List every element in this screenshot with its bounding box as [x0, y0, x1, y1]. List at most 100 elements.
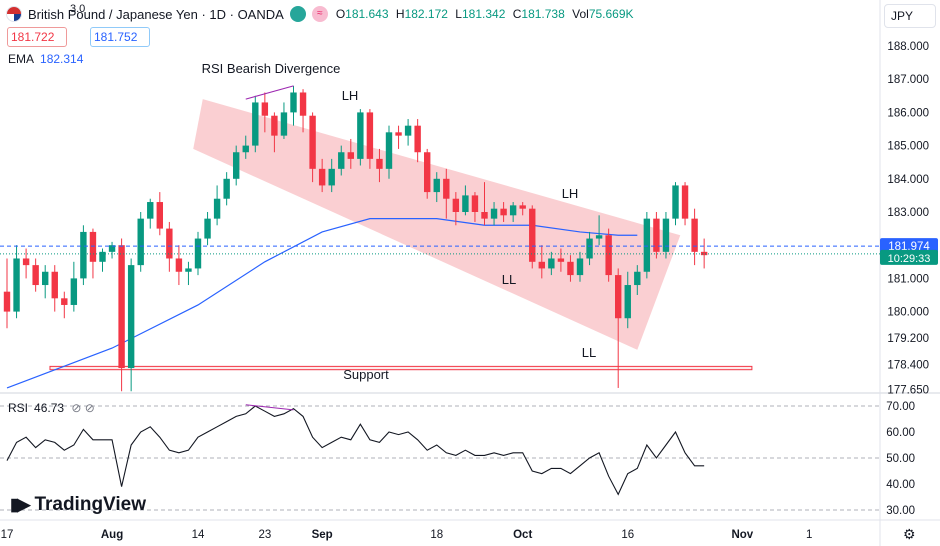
candle-body [557, 258, 565, 262]
y-tick-label: 181.000 [887, 273, 929, 285]
x-tick-label: Nov [731, 529, 753, 541]
y-tick-label: 183.000 [887, 207, 929, 219]
candle-body [500, 208, 507, 216]
candle-body [233, 152, 240, 179]
currency-selector[interactable]: JPY [884, 4, 936, 28]
candle-body [156, 202, 163, 229]
candle-body [118, 245, 125, 369]
y-tick-label: 184.000 [887, 174, 929, 186]
y-tick-label: 179.200 [887, 333, 929, 345]
candle-body [624, 285, 631, 319]
rsi-tick-label: 30.00 [886, 505, 915, 517]
candle-body [586, 238, 593, 259]
candle-body [385, 132, 393, 169]
rsi-tick-label: 50.00 [886, 453, 915, 465]
candle-body [615, 275, 622, 319]
support-label: Support [343, 367, 389, 382]
candle-body [252, 102, 259, 146]
ema-legend[interactable]: EMA 182.314 [8, 52, 83, 66]
candle-body [290, 92, 297, 113]
candle-body [538, 261, 545, 269]
candle-body [691, 218, 698, 252]
candle-body [443, 178, 450, 199]
candle-body [414, 125, 421, 153]
ll-label-1: LL [502, 272, 516, 287]
buy-price-button[interactable]: 181.752 [90, 27, 150, 47]
candle-body [213, 198, 221, 219]
x-tick-label: 23 [258, 529, 271, 541]
visibility-icon[interactable]: ⊘ ⊘ [71, 401, 95, 415]
candle-body [137, 218, 144, 266]
symbol-header: British Pound / Japanese Yen · 1D · OAND… [6, 4, 638, 24]
candle-body [462, 195, 469, 212]
candle-body [395, 132, 402, 136]
rsi-tick-label: 70.00 [886, 401, 915, 413]
candle-body [634, 271, 641, 286]
candle-body [662, 218, 670, 252]
candle-body [204, 218, 211, 239]
rsi-tick-label: 40.00 [886, 479, 915, 491]
candle-body [147, 202, 154, 219]
candle-body [309, 115, 316, 169]
waves-icon[interactable]: ≈ [311, 6, 328, 22]
candle-body [223, 178, 230, 199]
candle-body [70, 278, 78, 305]
candle-body [653, 218, 660, 252]
x-tick-label: 17 [1, 529, 14, 541]
candle-body [700, 251, 708, 256]
candle-body [51, 271, 58, 299]
support-zone [49, 365, 753, 371]
candle-body [108, 245, 116, 252]
candle-body [605, 235, 612, 276]
y-tick-label: 180.000 [887, 307, 929, 319]
candle-body [80, 231, 87, 279]
candle-body [99, 251, 106, 262]
candle-body [13, 258, 20, 312]
ll-label-2: LL [582, 345, 596, 360]
candle-body [261, 102, 269, 116]
candle-body [61, 298, 68, 305]
candle-body [490, 208, 498, 219]
tradingview-brand[interactable]: ▮▶ TradingView [10, 494, 146, 516]
candle-body [242, 145, 249, 153]
candle-body [3, 291, 11, 312]
candle-body [32, 265, 39, 286]
market-open-icon [289, 6, 306, 22]
rsi-legend[interactable]: RSI 46.73 ⊘ ⊘ [8, 401, 95, 415]
settings-icon[interactable]: ⚙ [903, 526, 916, 542]
candle-body [548, 258, 555, 269]
ema-value: 182.314 [40, 52, 84, 66]
descending-channel [193, 99, 681, 350]
x-tick-label: Oct [513, 529, 532, 541]
rsi-tick-label: 60.00 [886, 427, 915, 439]
candle-body [185, 268, 192, 272]
x-tick-label: 16 [621, 529, 634, 541]
candle-body [366, 112, 374, 159]
candle-body [471, 195, 479, 212]
rsi-line [6, 405, 705, 496]
candle-body [89, 231, 97, 262]
spread-value: 3.0 [70, 3, 86, 15]
candle-body [672, 185, 679, 219]
lh-label-1: LH [342, 88, 359, 103]
countdown-badge [880, 249, 938, 265]
candle-body [271, 115, 278, 136]
symbol-title[interactable]: British Pound / Japanese Yen · 1D · OAND… [28, 6, 284, 22]
ohlc-values: O181.643 H182.172 L181.342 C181.738 Vol7… [335, 7, 634, 21]
candle-body [22, 258, 30, 266]
y-tick-label: 188.000 [887, 41, 929, 53]
candle-body [166, 228, 173, 259]
candle-body [338, 152, 345, 169]
ema-line [6, 218, 638, 389]
candle-body [347, 152, 354, 159]
sell-price-button[interactable]: 181.722 [7, 27, 67, 47]
candle-body [127, 265, 135, 369]
candle-body [681, 185, 689, 219]
y-tick-label: 178.400 [887, 360, 929, 372]
candle-body [328, 168, 335, 186]
candle-body [643, 218, 651, 272]
candle-body [404, 125, 412, 136]
candle-body [576, 258, 584, 276]
x-tick-label: 1 [806, 529, 812, 541]
